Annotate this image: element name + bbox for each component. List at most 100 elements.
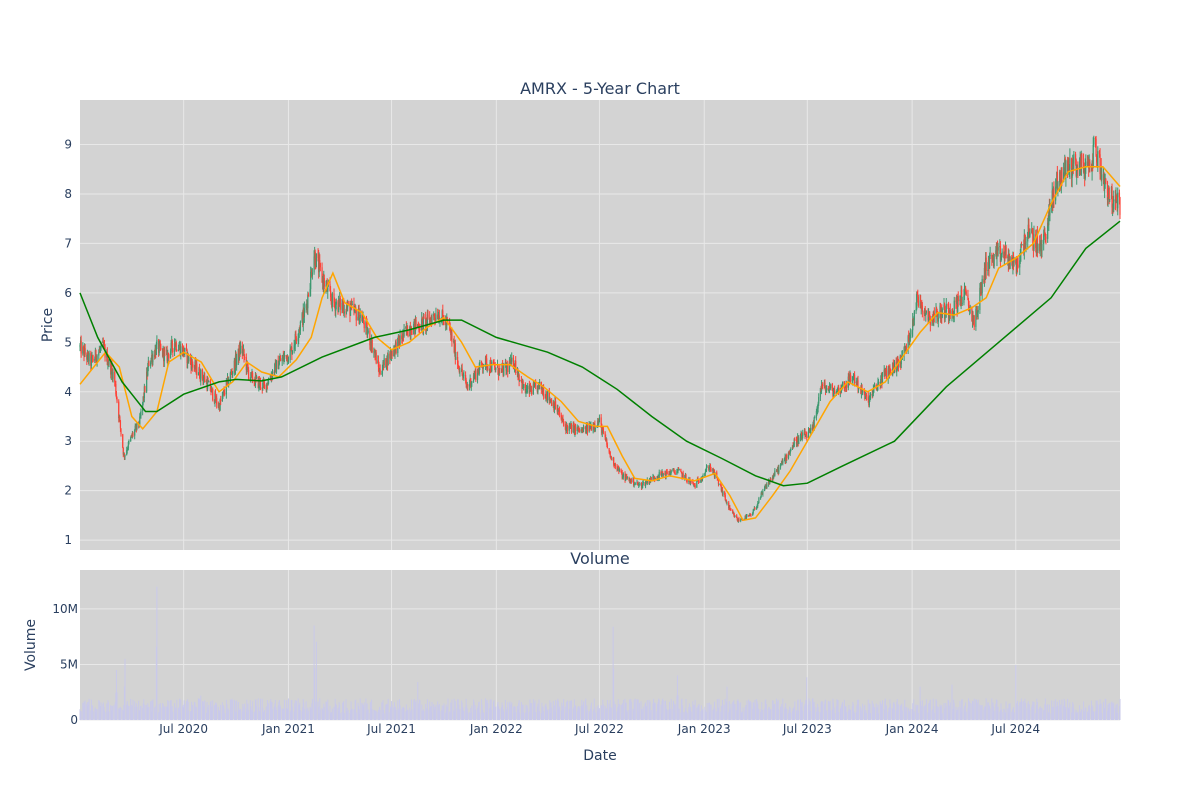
volume-bar xyxy=(187,702,189,720)
volume-bar xyxy=(878,713,880,720)
volume-bar xyxy=(199,698,201,720)
volume-bar xyxy=(493,700,495,720)
volume-bar xyxy=(466,708,468,720)
volume-bar xyxy=(681,698,683,720)
volume-bar xyxy=(465,698,467,720)
candle-body xyxy=(353,308,356,312)
volume-bar xyxy=(330,713,332,720)
candle-body xyxy=(167,352,169,355)
volume-bar xyxy=(838,712,840,720)
volume-bar xyxy=(761,702,763,720)
volume-bar xyxy=(272,708,274,720)
volume-bar xyxy=(515,711,517,720)
volume-bar xyxy=(773,704,775,720)
candle-body xyxy=(877,382,879,386)
candle-body xyxy=(728,502,730,509)
volume-bar xyxy=(883,709,885,720)
candle-body xyxy=(143,386,145,398)
volume-bar xyxy=(1072,703,1074,720)
volume-bar xyxy=(183,707,185,720)
volume-bar xyxy=(315,706,317,720)
volume-bar xyxy=(833,707,835,720)
candle-body xyxy=(1016,261,1019,265)
volume-bar xyxy=(577,707,579,720)
volume-bar xyxy=(375,710,377,720)
volume-bar xyxy=(702,708,704,720)
volume-bar xyxy=(1021,701,1023,720)
volume-bar xyxy=(808,698,810,720)
candle-body xyxy=(497,364,499,375)
candle-body xyxy=(928,314,930,317)
volume-bar xyxy=(609,699,611,720)
candle-body xyxy=(975,309,977,327)
volume-bar xyxy=(638,702,640,720)
volume-bar xyxy=(904,707,906,720)
volume-bar xyxy=(310,707,312,720)
candle-body xyxy=(1045,236,1047,239)
volume-bar xyxy=(115,692,117,720)
candle-body xyxy=(177,349,180,351)
volume-bar xyxy=(720,711,722,720)
volume-bar xyxy=(1095,711,1097,720)
volume-bar xyxy=(864,711,866,720)
volume-bar xyxy=(973,698,975,720)
volume-bar xyxy=(634,698,636,720)
volume-bar xyxy=(668,709,670,720)
candle-body xyxy=(909,334,912,339)
volume-bar xyxy=(929,699,931,720)
volume-bar xyxy=(836,699,838,720)
volume-bar xyxy=(650,709,652,720)
candle-body xyxy=(961,289,963,304)
volume-bar xyxy=(377,709,379,720)
candle-body xyxy=(889,369,892,371)
candle-body xyxy=(908,336,910,338)
candle-body xyxy=(694,485,696,488)
candle-body xyxy=(87,352,89,354)
candle-body xyxy=(532,383,534,395)
volume-bar xyxy=(749,702,751,720)
candle-body xyxy=(753,510,755,512)
candle-body xyxy=(1013,259,1015,263)
candle-body xyxy=(345,306,348,313)
volume-bar xyxy=(98,701,100,720)
candle-body xyxy=(625,475,627,477)
volume-bar xyxy=(342,702,344,720)
candle-body xyxy=(1074,154,1077,160)
volume-bar xyxy=(271,701,273,720)
volume-bar xyxy=(725,701,727,720)
volume-bar xyxy=(558,708,560,720)
volume-bar xyxy=(797,700,799,720)
volume-bar xyxy=(502,709,504,720)
candle-body xyxy=(403,328,405,337)
volume-bar xyxy=(801,702,803,720)
volume-bar xyxy=(158,704,160,720)
volume-bar xyxy=(594,712,596,720)
volume-bar xyxy=(203,706,205,720)
candle-body xyxy=(988,255,991,269)
volume-bar xyxy=(506,707,508,720)
volume-bar xyxy=(309,707,311,720)
volume-bar xyxy=(724,698,726,720)
volume-bar xyxy=(514,705,516,720)
volume-bar xyxy=(901,703,903,720)
volume-bar xyxy=(724,705,726,720)
candle-body xyxy=(545,393,548,399)
candle-body xyxy=(963,295,965,303)
volume-bar xyxy=(217,706,219,720)
volume-bar xyxy=(171,707,173,720)
volume-bar xyxy=(881,704,883,720)
volume-bar xyxy=(512,706,514,720)
volume-bar xyxy=(618,705,620,720)
volume-bar xyxy=(649,701,651,720)
volume-bar xyxy=(892,709,894,720)
candle-body xyxy=(698,481,700,483)
volume-bar xyxy=(1096,706,1098,720)
candle-body xyxy=(202,378,205,382)
volume-bar xyxy=(1035,704,1037,720)
volume-bar xyxy=(561,705,563,720)
volume-bar xyxy=(834,713,836,720)
candle-body xyxy=(861,390,864,394)
volume-bar xyxy=(520,702,522,720)
candle-body xyxy=(307,294,309,296)
candle-body xyxy=(560,414,562,420)
